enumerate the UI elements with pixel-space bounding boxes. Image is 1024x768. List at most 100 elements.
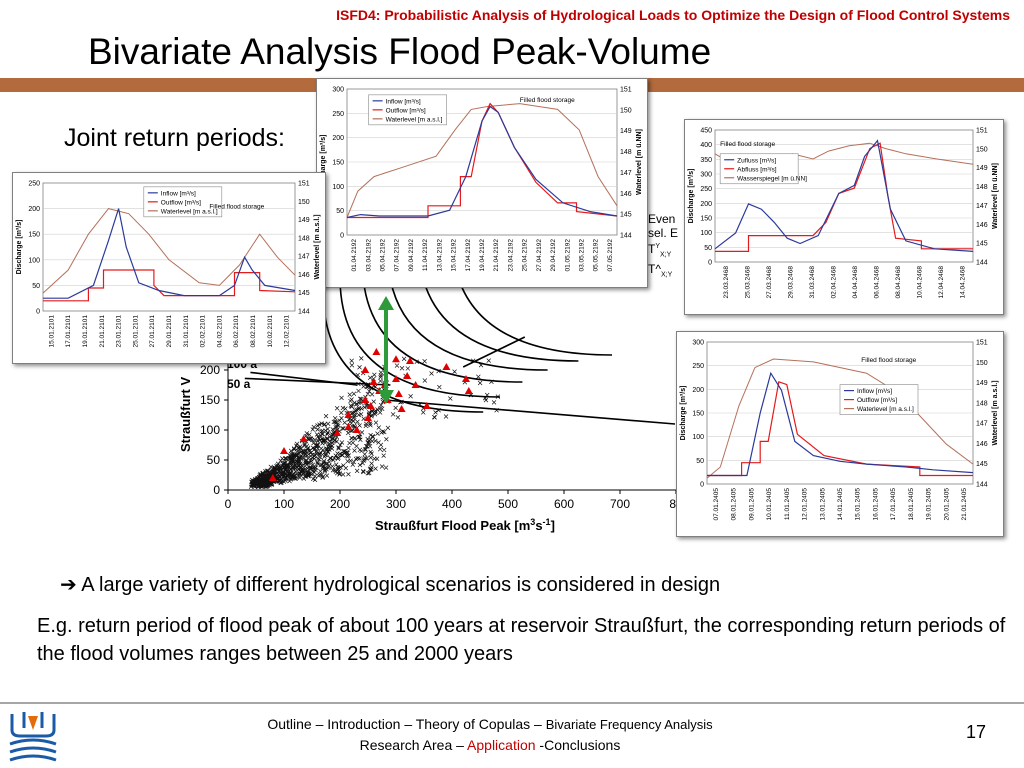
- date-tick: 21.01.2405: [961, 488, 968, 521]
- scatter-x-tick: 200: [330, 497, 350, 511]
- y-right-tick: 151: [976, 340, 988, 347]
- footer-nav: Outline – Introduction – Theory of Copul…: [180, 714, 800, 755]
- y-left-tick: 50: [696, 458, 704, 465]
- date-tick: 21.04.2192: [493, 239, 500, 272]
- date-tick: 25.01.2101: [132, 315, 139, 348]
- inflow-line: [346, 105, 618, 219]
- date-tick: 23.04.2192: [507, 239, 514, 272]
- y-right-tick: 149: [298, 217, 310, 224]
- date-tick: 03.04.2192: [365, 239, 372, 272]
- y-left-tick: 0: [700, 482, 704, 489]
- date-tick: 15.04.2192: [451, 239, 458, 272]
- date-tick: 21.01.2101: [99, 315, 106, 348]
- y-left-tick: 250: [692, 363, 704, 370]
- scatter-chart: 010020030040050060070080050100150200 100…: [180, 280, 683, 533]
- date-tick: 29.03.2468: [787, 266, 794, 299]
- date-tick: 15.01.2101: [48, 315, 55, 348]
- date-tick: 08.02.2101: [250, 315, 257, 348]
- date-tick: 10.01.2405: [766, 488, 773, 521]
- y-left-tick: 250: [28, 181, 40, 188]
- y-left-label: Discharge [m³/s]: [16, 220, 23, 275]
- legend: Inflow [m³/s] Outflow [m³/s] Waterlevel [m…: [839, 384, 919, 415]
- connector-line: [462, 336, 526, 368]
- date-tick: 11.01.2405: [784, 488, 791, 520]
- event-marker: [411, 381, 420, 388]
- legend-entry: Waterlevel [m a.s.l.]: [386, 116, 443, 123]
- event-marker: [333, 429, 342, 436]
- waterlevel-line: [346, 103, 618, 218]
- y-right-label: Waterlevel [m a.s.l.]: [314, 214, 321, 279]
- y-left-tick: 150: [692, 411, 704, 418]
- legend-entry: Outflow [m³/s]: [161, 199, 201, 206]
- return-curve: [250, 371, 357, 386]
- event-marker: [366, 402, 375, 409]
- y-left-label: Discharge [m³/s]: [680, 386, 687, 441]
- date-tick: 19.01.2405: [926, 488, 933, 521]
- date-tick: 06.02.2101: [233, 315, 240, 348]
- y-left-tick: 450: [700, 128, 712, 135]
- return-period-curves: [244, 280, 676, 425]
- hydrograph-panel-b: 0 50 100 150 200 250 144 145 146 147 148 149 150 151 1…: [12, 172, 326, 364]
- event-marker: [344, 423, 353, 430]
- outflow-line: [347, 102, 618, 219]
- date-tick: 31.01.2101: [183, 315, 190, 348]
- snippet-line-4: T^X;Y: [648, 262, 673, 279]
- date-tick: 15.01.2405: [855, 488, 862, 521]
- y-right-tick: 146: [976, 441, 988, 448]
- snippet-line-2: sel. E: [648, 226, 679, 240]
- return-curve: [244, 377, 391, 386]
- date-tick: 14.01.2405: [837, 488, 844, 521]
- scatter-y-tick: 100: [200, 423, 220, 437]
- y-right-tick: 145: [620, 212, 632, 219]
- date-tick: 17.01.2101: [65, 315, 72, 348]
- event-marker: [361, 366, 370, 373]
- date-tick: 08.04.2468: [895, 266, 902, 299]
- legend-entry: Wasserspiegel [m ü.NN]: [737, 175, 807, 182]
- event-marker: [299, 435, 308, 442]
- y-right-tick: 144: [976, 482, 988, 489]
- date-tick: 12.04.2468: [938, 266, 945, 299]
- y-right-tick: 146: [298, 272, 310, 279]
- inflow-line: [707, 371, 974, 477]
- event-marker: [364, 414, 372, 421]
- y-right-tick: 145: [298, 290, 310, 297]
- return-curve: [422, 280, 579, 362]
- scatter-x-tick: 100: [274, 497, 294, 511]
- bullet-point: ➔ A large variety of different hydrologi…: [60, 572, 720, 597]
- date-tick: 12.01.2405: [802, 488, 809, 521]
- hydrograph-chart-c: 0 50 100 150 200 250 300 350 400 450 144 145 146 147 1…: [688, 128, 999, 299]
- y-left-tick: 200: [692, 387, 704, 394]
- hydrograph-chart-a: 0 50 100 150 200 250 300 144 145 146 147 148 149 150 1…: [320, 87, 643, 272]
- footer-line-1: Outline – Introduction – Theory of Copul…: [267, 716, 713, 732]
- date-tick: 19.04.2192: [479, 239, 486, 272]
- y-left-tick: 250: [332, 111, 344, 118]
- body-paragraph: E.g. return period of flood peak of abou…: [37, 615, 1006, 665]
- date-tick: 02.04.2468: [830, 266, 837, 299]
- legend-entry: Zufluss [m³/s]: [737, 157, 776, 164]
- y-left-tick: 100: [692, 434, 704, 441]
- y-right-tick: 147: [976, 203, 988, 210]
- bullet-text: A large variety of different hydrologica…: [81, 574, 721, 596]
- date-tick: 19.01.2101: [82, 315, 89, 348]
- inflow-line: [43, 208, 296, 299]
- hydrograph-chart-d: 0 50 100 150 200 250 300 144 145 146 147 148 149 150 1…: [680, 340, 999, 521]
- connector-line: [384, 399, 676, 425]
- date-tick: 17.04.2192: [465, 239, 472, 272]
- date-tick: 25.03.2468: [744, 266, 751, 299]
- waterlevel-line: [42, 208, 296, 294]
- date-tick: 13.04.2192: [436, 239, 443, 272]
- y-left-tick: 200: [332, 135, 344, 142]
- slide-title: Bivariate Analysis Flood Peak-Volume: [88, 31, 712, 72]
- y-left-tick: 0: [340, 233, 344, 240]
- y-right-tick: 146: [976, 222, 988, 229]
- date-tick: 14.04.2468: [959, 266, 966, 299]
- event-marker: [394, 390, 403, 397]
- y-right-tick: 148: [976, 400, 988, 407]
- event-marker: [403, 372, 412, 379]
- y-right-tick: 150: [976, 360, 988, 367]
- y-right-tick: 151: [298, 181, 310, 188]
- joint-return-label: Joint return periods:: [62, 124, 287, 153]
- legend-entry: Waterlevel [m a.s.l.]: [161, 208, 218, 215]
- event-marker: [464, 387, 473, 394]
- y-right-tick: 148: [298, 235, 310, 242]
